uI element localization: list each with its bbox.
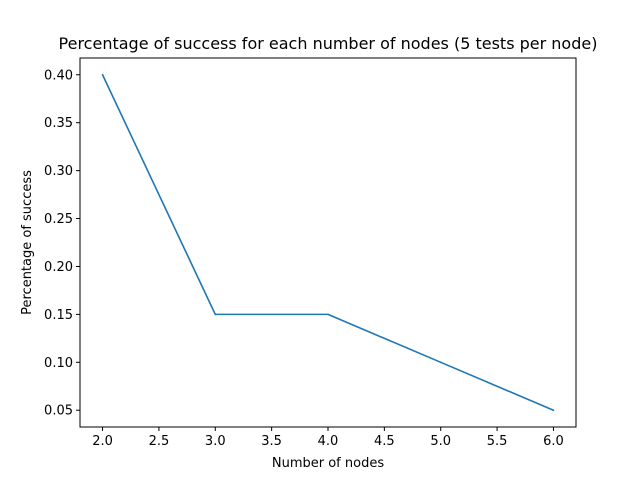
data-point xyxy=(439,361,442,364)
y-axis-label: Percentage of success xyxy=(20,170,35,315)
y-tick-label: 0.10 xyxy=(44,356,73,371)
x-tick-label: 4.0 xyxy=(318,434,339,449)
x-tick-label: 3.5 xyxy=(261,434,282,449)
x-tick-label: 2.5 xyxy=(149,434,170,449)
y-tick-label: 0.30 xyxy=(44,164,73,179)
x-tick-label: 6.0 xyxy=(543,434,564,449)
y-tick-label: 0.05 xyxy=(44,404,73,419)
y-tick-label: 0.35 xyxy=(44,116,73,131)
y-tick-label: 0.15 xyxy=(44,308,73,323)
plot-frame xyxy=(79,57,577,428)
y-tick-label: 0.40 xyxy=(44,68,73,83)
data-point xyxy=(214,313,217,316)
y-tick-label: 0.20 xyxy=(44,260,73,275)
x-tick-label: 5.5 xyxy=(487,434,508,449)
x-tick-label: 2.0 xyxy=(92,434,113,449)
data-point xyxy=(101,73,104,76)
y-tick-label: 0.25 xyxy=(44,212,73,227)
x-axis-label: Number of nodes xyxy=(272,456,384,471)
x-tick-label: 3.0 xyxy=(205,434,226,449)
y-axis-ticks: 0.05 0.10 0.15 0.20 0.25 0.30 0.35 0.40 xyxy=(44,68,80,419)
series-layer xyxy=(101,73,555,412)
data-point xyxy=(327,313,329,316)
chart-title: Percentage of success for each number of… xyxy=(59,34,598,53)
x-tick-label: 4.5 xyxy=(374,434,395,449)
x-axis-ticks: 2.0 2.5 3.0 3.5 4.0 4.5 5.0 5.5 6.0 xyxy=(92,427,564,449)
data-point xyxy=(552,409,555,412)
x-tick-label: 5.0 xyxy=(430,434,451,449)
